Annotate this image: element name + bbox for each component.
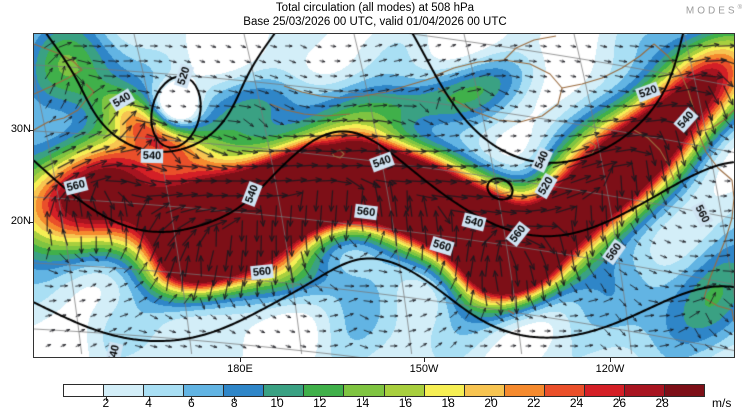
colorbar-tick-label: 22 [527, 396, 541, 410]
colorbar-band-3 [184, 385, 225, 396]
colorbar-tick [405, 397, 407, 401]
brand-mark-icon: ® [737, 5, 742, 11]
colorbar-band-15 [664, 385, 704, 396]
weather-field-canvas [34, 34, 734, 357]
colorbar-tick-label: 26 [612, 396, 627, 410]
colorbar-band-14 [624, 385, 665, 396]
lat-tick [29, 130, 33, 131]
colorbar-band-13 [584, 385, 625, 396]
colorbar-tick [576, 397, 578, 401]
colorbar-tick-label: 2 [102, 396, 110, 410]
colorbar-tick-label: 6 [188, 396, 195, 410]
colorbar-tick [234, 397, 236, 401]
colorbar [63, 384, 705, 397]
colorbar-band-2 [144, 385, 185, 396]
lat-label-20N: 20N [10, 215, 31, 227]
colorbar-labels: 2 4 6 8 10 12 14 16 18 20 22 24 26 28 [0, 396, 750, 410]
colorbar-band-5 [264, 385, 305, 396]
colorbar-band-6 [304, 385, 345, 396]
colorbar-tick-label: 28 [655, 396, 669, 410]
colorbar-unit: m/s [712, 396, 732, 410]
page-title: Total circulation (all modes) at 508 hPa… [0, 1, 750, 29]
title-line-1: Total circulation (all modes) at 508 hPa [275, 2, 475, 14]
colorbar-tick [277, 397, 278, 401]
colorbar-tick-label: 12 [313, 396, 327, 410]
colorbar-tick [662, 397, 664, 401]
colorbar-band-8 [384, 385, 425, 396]
colorbar-tick-label: 4 [145, 396, 152, 410]
colorbar-band-4 [224, 385, 265, 396]
lat-tick [29, 222, 33, 223]
colorbar-tick-label: 24 [569, 396, 584, 410]
colorbar-tick-label: 16 [398, 396, 413, 410]
brand-text: MODES [685, 5, 738, 17]
colorbar-band-9 [424, 385, 465, 396]
colorbar-tick [491, 397, 492, 401]
lon-tick [424, 358, 425, 362]
colorbar-band-11 [504, 385, 545, 396]
title-line-2: Base 25/03/2026 00 UTC, valid 01/04/2026… [243, 16, 507, 28]
modes-logo: MODES® [686, 5, 742, 16]
colorbar-band-10 [464, 385, 505, 396]
colorbar-tick [105, 397, 107, 401]
colorbar-tick-label: 8 [230, 396, 238, 410]
lon-tick [240, 358, 241, 362]
lat-label-30N: 30N [10, 123, 31, 135]
map-plot-area[interactable] [33, 33, 735, 358]
colorbar-tick [148, 397, 150, 401]
lon-label-150W: 150W [409, 363, 439, 375]
colorbar-tick [191, 397, 193, 401]
lon-label-120W: 120W [595, 363, 625, 375]
colorbar-tick [619, 397, 621, 401]
colorbar-ticks [63, 397, 705, 408]
colorbar-band-7 [344, 385, 385, 396]
colorbar-band-1 [104, 385, 145, 396]
colorbar-tick [448, 397, 450, 401]
colorbar-band-12 [544, 385, 585, 396]
colorbar-tick [319, 397, 321, 401]
colorbar-band-0 [64, 385, 105, 396]
lon-tick [610, 358, 611, 362]
colorbar-tick [533, 397, 535, 401]
colorbar-tick-label: 14 [355, 396, 370, 410]
lon-label-180E: 180E [227, 363, 253, 375]
colorbar-tick-label: 20 [484, 396, 498, 410]
colorbar-tick-label: 18 [441, 396, 455, 410]
colorbar-tick-label: 10 [270, 396, 284, 410]
colorbar-tick [362, 397, 364, 401]
